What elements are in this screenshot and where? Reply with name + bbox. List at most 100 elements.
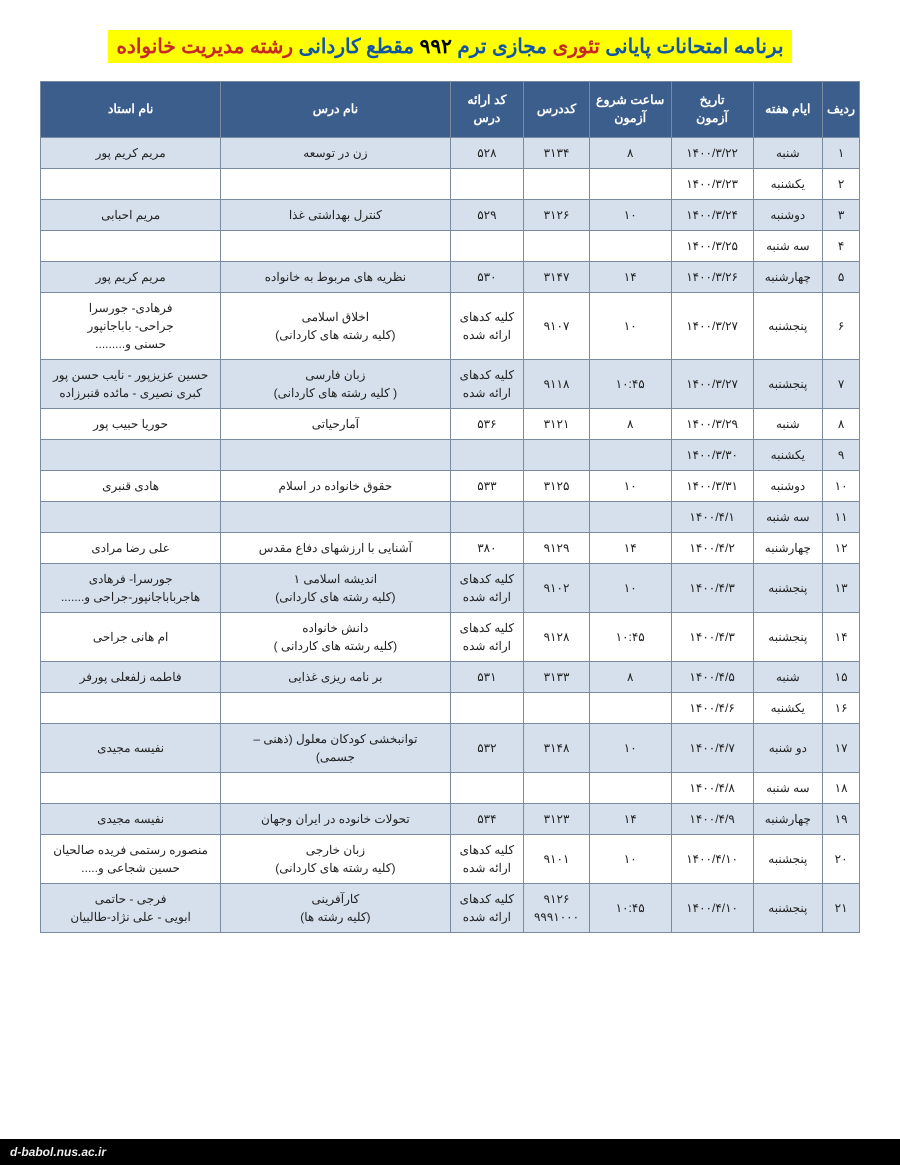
title-part-4: ۹۹۲ xyxy=(420,36,452,58)
cell-start-time: ۱۰ xyxy=(589,200,671,231)
table-row: ۲یکشنبه۱۴۰۰/۳/۲۳ xyxy=(41,169,860,200)
cell-date: ۱۴۰۰/۴/۸ xyxy=(671,773,753,804)
cell-code: ۳۱۳۳ xyxy=(524,662,590,693)
cell-code: ۹۱۰۷ xyxy=(524,293,590,360)
cell-code: ۹۱۰۱ xyxy=(524,835,590,884)
table-row: ۲۰پنجشنبه۱۴۰۰/۴/۱۰۱۰۹۱۰۱کلیه کدهای ارائه… xyxy=(41,835,860,884)
cell-instructor: مریم احبابی xyxy=(41,200,221,231)
cell-offer-code: ۵۳۱ xyxy=(450,662,524,693)
cell-row: ۱۷ xyxy=(823,724,860,773)
cell-row: ۱۶ xyxy=(823,693,860,724)
cell-date: ۱۴۰۰/۴/۲ xyxy=(671,533,753,564)
cell-day: شنبه xyxy=(753,409,823,440)
cell-code: ۳۱۲۵ xyxy=(524,471,590,502)
cell-date: ۱۴۰۰/۳/۲۶ xyxy=(671,262,753,293)
cell-code: ۹۱۰۲ xyxy=(524,564,590,613)
cell-row: ۸ xyxy=(823,409,860,440)
table-row: ۴سه شنبه۱۴۰۰/۳/۲۵ xyxy=(41,231,860,262)
cell-code xyxy=(524,231,590,262)
col-header-code: کددرس xyxy=(524,82,590,138)
cell-row: ۲۱ xyxy=(823,884,860,933)
cell-day: یکشنبه xyxy=(753,440,823,471)
cell-start-time: ۱۰ xyxy=(589,724,671,773)
cell-start-time: ۱۰ xyxy=(589,564,671,613)
cell-instructor xyxy=(41,502,221,533)
cell-start-time xyxy=(589,773,671,804)
cell-start-time: ۱۰:۴۵ xyxy=(589,884,671,933)
cell-row: ۳ xyxy=(823,200,860,231)
cell-code xyxy=(524,440,590,471)
cell-code: ۹۱۲۹ xyxy=(524,533,590,564)
cell-code: ۳۱۲۳ xyxy=(524,804,590,835)
col-header-instructor: نام استاد xyxy=(41,82,221,138)
cell-course xyxy=(221,693,450,724)
cell-instructor: علی رضا مرادی xyxy=(41,533,221,564)
cell-course: اخلاق اسلامی (کلیه رشته های کاردانی) xyxy=(221,293,450,360)
cell-day: پنجشنبه xyxy=(753,613,823,662)
cell-offer-code: ۵۳۶ xyxy=(450,409,524,440)
cell-start-time xyxy=(589,502,671,533)
cell-date: ۱۴۰۰/۳/۲۴ xyxy=(671,200,753,231)
cell-row: ۱ xyxy=(823,138,860,169)
col-header-course: نام درس xyxy=(221,82,450,138)
cell-instructor xyxy=(41,231,221,262)
cell-course: زن در توسعه xyxy=(221,138,450,169)
cell-course: آمارحیاتی xyxy=(221,409,450,440)
table-row: ۱۰دوشنبه۱۴۰۰/۳/۳۱۱۰۳۱۲۵۵۳۳حقوق خانواده د… xyxy=(41,471,860,502)
cell-row: ۱۵ xyxy=(823,662,860,693)
table-row: ۱۴پنجشنبه۱۴۰۰/۴/۳۱۰:۴۵۹۱۲۸کلیه کدهای ارا… xyxy=(41,613,860,662)
cell-day: شنبه xyxy=(753,662,823,693)
exam-schedule-table: ردیف ایام هفته تاریخ آزمون ساعت شروع آزم… xyxy=(40,81,860,933)
cell-start-time xyxy=(589,693,671,724)
cell-instructor: مریم کریم پور xyxy=(41,262,221,293)
cell-course: حقوق خانواده در اسلام xyxy=(221,471,450,502)
cell-course: بر نامه ریزی غذایی xyxy=(221,662,450,693)
cell-offer-code: کلیه کدهای ارائه شده xyxy=(450,884,524,933)
table-row: ۱شنبه۱۴۰۰/۳/۲۲۸۳۱۳۴۵۲۸زن در توسعهمریم کر… xyxy=(41,138,860,169)
cell-row: ۷ xyxy=(823,360,860,409)
cell-code xyxy=(524,502,590,533)
cell-row: ۱۲ xyxy=(823,533,860,564)
cell-date: ۱۴۰۰/۳/۲۷ xyxy=(671,360,753,409)
cell-instructor: مریم کریم پور xyxy=(41,138,221,169)
cell-start-time: ۱۴ xyxy=(589,804,671,835)
cell-code: ۳۱۲۱ xyxy=(524,409,590,440)
title-part-2: تئوری xyxy=(553,36,600,58)
table-row: ۲۱پنجشنبه۱۴۰۰/۴/۱۰۱۰:۴۵۹۱۲۶ ۹۹۹۱۰۰۰کلیه … xyxy=(41,884,860,933)
cell-instructor: حوریا حبیب پور xyxy=(41,409,221,440)
cell-instructor: هادی قنبری xyxy=(41,471,221,502)
cell-instructor: فاطمه زلفعلی پورفر xyxy=(41,662,221,693)
page-title-wrap: برنامه امتحانات پایانی تئوری مجازی ترم ۹… xyxy=(40,30,860,63)
cell-day: دوشنبه xyxy=(753,200,823,231)
cell-offer-code: ۳۸۰ xyxy=(450,533,524,564)
cell-instructor: فرجی - حاتمی ابویی - علی نژاد-طالبیان xyxy=(41,884,221,933)
cell-course: تحولات خانوده در ایران وجهان xyxy=(221,804,450,835)
table-row: ۱۷دو شنبه۱۴۰۰/۴/۷۱۰۳۱۴۸۵۳۲توانبخشی کودکا… xyxy=(41,724,860,773)
cell-code: ۹۱۲۸ xyxy=(524,613,590,662)
cell-instructor xyxy=(41,440,221,471)
cell-date: ۱۴۰۰/۴/۳ xyxy=(671,564,753,613)
cell-day: پنجشنبه xyxy=(753,884,823,933)
cell-offer-code: کلیه کدهای ارائه شده xyxy=(450,360,524,409)
cell-date: ۱۴۰۰/۳/۳۱ xyxy=(671,471,753,502)
cell-day: سه شنبه xyxy=(753,773,823,804)
cell-day: شنبه xyxy=(753,138,823,169)
cell-row: ۱۱ xyxy=(823,502,860,533)
cell-start-time: ۱۰ xyxy=(589,293,671,360)
cell-instructor: ام هانی جراحی xyxy=(41,613,221,662)
table-row: ۶پنجشنبه۱۴۰۰/۳/۲۷۱۰۹۱۰۷کلیه کدهای ارائه … xyxy=(41,293,860,360)
cell-code xyxy=(524,693,590,724)
table-row: ۱۶یکشنبه۱۴۰۰/۴/۶ xyxy=(41,693,860,724)
cell-code: ۹۱۱۸ xyxy=(524,360,590,409)
cell-course xyxy=(221,440,450,471)
cell-day: پنجشنبه xyxy=(753,293,823,360)
cell-row: ۱۹ xyxy=(823,804,860,835)
table-row: ۱۹چهارشنبه۱۴۰۰/۴/۹۱۴۳۱۲۳۵۳۴تحولات خانوده… xyxy=(41,804,860,835)
cell-start-time xyxy=(589,169,671,200)
cell-start-time: ۸ xyxy=(589,662,671,693)
title-part-6: رشته مدیریت خانواده xyxy=(116,36,293,58)
table-row: ۱۱سه شنبه۱۴۰۰/۴/۱ xyxy=(41,502,860,533)
cell-start-time: ۱۰ xyxy=(589,835,671,884)
cell-day: چهارشنبه xyxy=(753,804,823,835)
table-row: ۱۳پنجشنبه۱۴۰۰/۴/۳۱۰۹۱۰۲کلیه کدهای ارائه … xyxy=(41,564,860,613)
